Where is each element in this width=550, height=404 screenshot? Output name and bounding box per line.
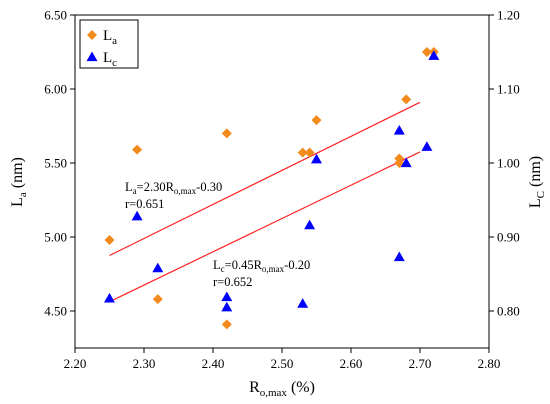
x-tick-label: 2.30 xyxy=(133,356,156,371)
point-lc xyxy=(400,157,412,168)
point-lc xyxy=(304,219,316,230)
x-tick-label: 2.40 xyxy=(202,356,225,371)
point-lc xyxy=(393,124,405,135)
point-lc xyxy=(421,141,433,151)
point-lc xyxy=(131,210,143,221)
point-la xyxy=(221,319,232,330)
point-lc xyxy=(311,153,322,164)
x-tick-label: 2.70 xyxy=(409,356,432,371)
x-axis-title: Ro,max (%) xyxy=(249,379,315,399)
y-right-tick-label: 1.10 xyxy=(497,82,520,97)
fit-line-la xyxy=(109,101,421,257)
point-la xyxy=(421,47,432,57)
point-lc xyxy=(297,298,309,308)
y-left-tick-label: 6.00 xyxy=(44,82,67,97)
point-la xyxy=(132,144,143,155)
point-lc xyxy=(104,292,115,303)
y-right-tick-label: 0.80 xyxy=(497,304,520,319)
y-left-tick-label: 5.50 xyxy=(44,156,67,171)
data-points xyxy=(104,47,440,330)
fit-equation-lc: Lc=0.45Ro,max-0.20 xyxy=(213,258,310,274)
fit-lines xyxy=(109,101,421,303)
fit-equation-la: La=2.30Ro,max-0.30 xyxy=(125,180,222,196)
y-right-tick-label: 1.20 xyxy=(497,8,520,23)
x-tick-label: 2.80 xyxy=(478,356,501,371)
fit-r-lc: r=0.652 xyxy=(213,275,252,289)
legend-label-la: La xyxy=(103,28,117,47)
y-left-tick-label: 4.50 xyxy=(44,304,67,319)
point-lc xyxy=(393,251,405,262)
point-la xyxy=(152,294,163,305)
legend-marker-la xyxy=(87,30,97,40)
fit-line-lc xyxy=(109,151,421,303)
x-tick-label: 2.20 xyxy=(64,356,87,371)
point-la xyxy=(221,128,232,139)
point-lc xyxy=(221,301,233,312)
point-lc xyxy=(152,262,164,273)
legend-marker-lc xyxy=(86,51,98,62)
y-left-tick-label: 6.50 xyxy=(44,8,67,23)
legend: La Lc xyxy=(79,19,139,69)
y-right-axis-title: LC (nm) xyxy=(527,156,547,208)
y-right-tick-label: 0.90 xyxy=(497,230,520,245)
x-tick-label: 2.50 xyxy=(271,356,294,371)
point-lc xyxy=(428,50,440,60)
point-la xyxy=(401,94,412,105)
y-right-tick-label: 1.00 xyxy=(497,156,520,171)
point-la xyxy=(297,147,308,158)
y-right-ticks: 0.80 0.90 1.00 1.10 1.20 xyxy=(489,8,520,319)
point-la xyxy=(104,234,115,245)
point-la xyxy=(311,115,322,126)
legend-label-lc: Lc xyxy=(103,50,117,69)
y-left-tick-label: 5.00 xyxy=(44,230,67,245)
x-tick-label: 2.60 xyxy=(340,356,363,371)
point-la xyxy=(304,147,315,158)
y-left-axis-title: La (nm) xyxy=(9,157,29,207)
y-left-ticks: 4.50 5.00 5.50 6.00 6.50 xyxy=(44,8,75,319)
point-lc xyxy=(221,291,233,302)
x-ticks: 2.20 2.30 2.40 2.50 2.60 2.70 2.80 xyxy=(64,348,501,371)
fit-r-la: r=0.651 xyxy=(125,197,164,211)
